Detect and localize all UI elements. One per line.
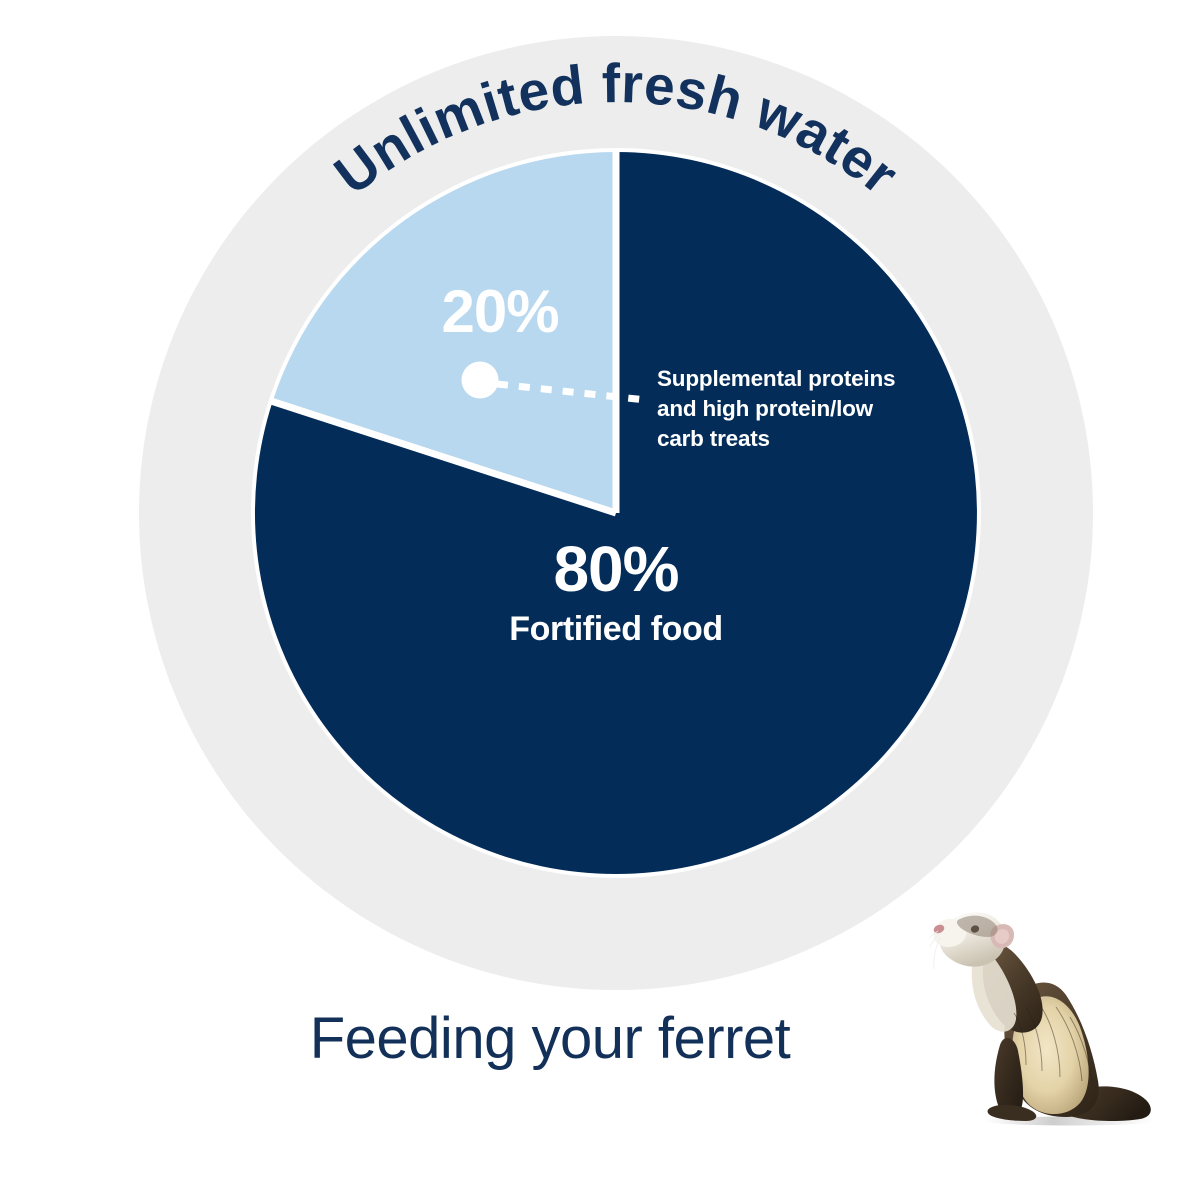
ferret-front-paw: [987, 1104, 1037, 1121]
slice-label-80-block: 80% Fortified food: [396, 533, 836, 650]
callout-leader-line: [496, 380, 647, 404]
slice-label-fortified-food: Fortified food: [509, 610, 723, 649]
callout-anchor-dot: [461, 361, 499, 399]
slice-label-80-percent: 80%: [553, 533, 679, 605]
slice-divider-diagonal: [269, 397, 618, 517]
callout-line-3: carb treats: [657, 426, 770, 451]
callout-line-2: and high protein/low: [657, 396, 873, 421]
callout-line-1: Supplemental proteins: [657, 366, 896, 391]
ferret-photo: [930, 912, 1155, 1126]
ferret-front-leg: [994, 1037, 1024, 1116]
ferret-ear-inner: [994, 929, 1010, 944]
ferret-whiskers: [930, 930, 942, 970]
ferret-nose: [933, 924, 945, 934]
page-caption: Feeding your ferret: [309, 1006, 791, 1071]
slice-label-20-percent: 20%: [441, 278, 559, 345]
ferret-neck-front: [971, 946, 1017, 1032]
callout-text-block: Supplemental proteins and high protein/l…: [657, 364, 957, 454]
ferret-mask: [956, 915, 998, 937]
pie-slice-supplemental-proteins: [272, 152, 616, 513]
ferret-fur-texture: [1013, 1004, 1093, 1086]
